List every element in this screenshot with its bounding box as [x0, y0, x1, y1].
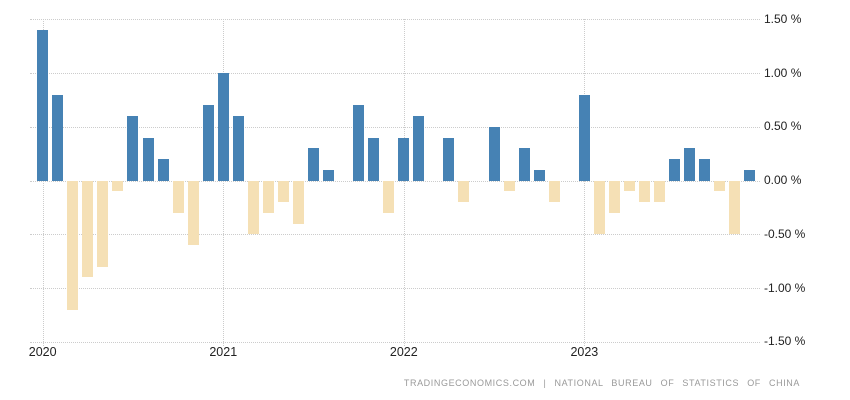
bar-nov-2023[interactable] — [729, 180, 741, 235]
horizontal-gridline — [30, 73, 760, 75]
bar-sep-2022[interactable] — [518, 148, 530, 181]
bar-mar-2020[interactable] — [67, 180, 79, 310]
bar-may-2022[interactable] — [458, 180, 470, 203]
bar-dec-2021[interactable] — [383, 180, 395, 213]
vertical-gridline-2023 — [584, 19, 586, 346]
vertical-gridline-2020 — [42, 19, 44, 346]
bar-may-2023[interactable] — [639, 180, 651, 203]
bar-nov-2021[interactable] — [368, 137, 380, 181]
bar-mar-2021[interactable] — [247, 180, 259, 235]
horizontal-gridline — [30, 180, 760, 182]
bar-jun-2020[interactable] — [112, 180, 124, 192]
bar-dec-2023[interactable] — [744, 169, 756, 181]
bar-jan-2023[interactable] — [578, 94, 590, 181]
vertical-gridline-2021 — [223, 19, 225, 346]
bar-jun-2023[interactable] — [654, 180, 666, 203]
horizontal-gridline — [30, 234, 760, 236]
bar-jul-2020[interactable] — [127, 116, 139, 181]
bar-may-2021[interactable] — [277, 180, 289, 203]
y-axis-tick-label: -1.50 % — [764, 334, 806, 349]
bar-feb-2021[interactable] — [232, 116, 244, 181]
bar-aug-2020[interactable] — [142, 137, 154, 181]
horizontal-gridline — [30, 19, 760, 21]
bar-aug-2022[interactable] — [503, 180, 515, 192]
bar-oct-2023[interactable] — [714, 180, 726, 192]
x-axis-year-label-2022: 2022 — [389, 345, 418, 359]
x-axis-year-label-2023: 2023 — [570, 345, 599, 359]
bar-nov-2020[interactable] — [187, 180, 199, 246]
horizontal-gridline — [30, 126, 760, 128]
y-axis-tick-label: 1.50 % — [764, 11, 802, 26]
bar-mar-2023[interactable] — [608, 180, 620, 213]
bar-may-2020[interactable] — [97, 180, 109, 267]
horizontal-gridline — [30, 288, 760, 290]
bar-jun-2021[interactable] — [292, 180, 304, 224]
bar-sep-2023[interactable] — [699, 159, 711, 181]
bar-oct-2021[interactable] — [353, 105, 365, 181]
bar-feb-2022[interactable] — [413, 116, 425, 181]
vertical-gridline-2022 — [403, 19, 405, 346]
horizontal-gridline — [30, 341, 760, 343]
bar-oct-2022[interactable] — [533, 169, 545, 181]
y-axis-tick-label: -0.50 % — [764, 226, 806, 241]
bar-apr-2022[interactable] — [443, 137, 455, 181]
bar-jan-2022[interactable] — [398, 137, 410, 181]
bar-jul-2023[interactable] — [669, 159, 681, 181]
x-axis-year-label-2020: 2020 — [28, 345, 57, 359]
y-axis-tick-label: 1.00 % — [764, 65, 802, 80]
source-attribution: TRADINGECONOMICS.COM | NATIONAL BUREAU O… — [403, 378, 800, 388]
y-axis-tick-label: -1.00 % — [764, 280, 806, 295]
bar-aug-2023[interactable] — [684, 148, 696, 181]
y-axis-tick-label: 0.00 % — [764, 173, 802, 188]
bar-apr-2023[interactable] — [623, 180, 635, 192]
bar-jan-2020[interactable] — [37, 30, 49, 181]
bar-apr-2021[interactable] — [262, 180, 274, 213]
y-axis-tick-label: 0.50 % — [764, 119, 802, 134]
bar-feb-2023[interactable] — [593, 180, 605, 235]
bar-jan-2021[interactable] — [217, 73, 229, 181]
bar-feb-2020[interactable] — [52, 94, 64, 181]
bar-dec-2020[interactable] — [202, 105, 214, 181]
x-axis-year-label-2021: 2021 — [209, 345, 238, 359]
bar-sep-2020[interactable] — [157, 159, 169, 181]
bar-aug-2021[interactable] — [323, 169, 335, 181]
bar-oct-2020[interactable] — [172, 180, 184, 213]
bar-apr-2020[interactable] — [82, 180, 94, 278]
bar-jul-2022[interactable] — [488, 126, 500, 181]
bar-nov-2022[interactable] — [548, 180, 560, 203]
bar-jul-2021[interactable] — [308, 148, 320, 181]
